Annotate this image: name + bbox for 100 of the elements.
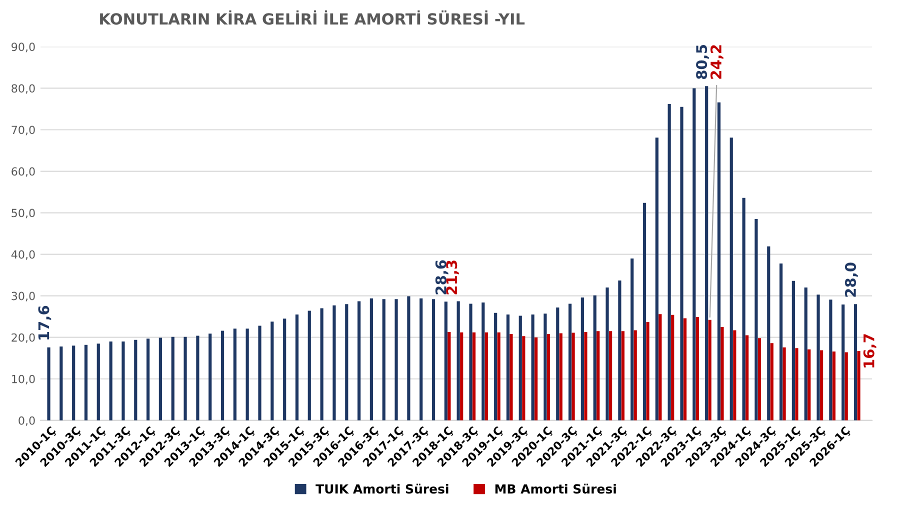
bar [758,338,762,420]
bar [720,326,724,420]
bar [808,349,811,420]
bar [658,314,662,420]
bar [782,347,786,420]
bar [646,322,650,420]
data-label: 28,0 [844,262,858,297]
bar [320,308,324,420]
bar [546,334,550,420]
y-tick-label: 70,0 [12,126,35,136]
bar [795,348,798,420]
bar [370,298,374,420]
bar [484,332,488,420]
bar [506,314,510,420]
y-tick-label: 60,0 [12,167,35,177]
bar [816,294,820,420]
y-tick-label: 80,0 [12,84,35,94]
bar [472,332,476,420]
bar [134,340,138,420]
bar [642,202,646,420]
bar [634,330,637,420]
bar [432,299,436,420]
bar [270,322,274,420]
bar [559,333,562,420]
y-tick-label: 30,0 [12,292,35,302]
bar [96,344,100,420]
bar [332,305,336,420]
bar [804,288,808,420]
bar [593,295,596,420]
bar [448,332,451,420]
bar [844,352,848,420]
bar [742,198,746,420]
bar [767,246,770,420]
bar [568,304,572,420]
bar [820,350,824,420]
bar [510,334,513,420]
bar [618,280,622,420]
bar [84,344,88,420]
bar [606,288,609,420]
bar [596,331,600,420]
bar [779,263,783,420]
data-label: 28,6 [435,260,448,294]
bar [708,320,712,420]
chart-title: KONUTLARIN KİRA GELİRİ İLE AMORTİ SÜRESİ -YIL [100,10,525,25]
bar [233,328,236,420]
bar [829,300,832,420]
bar [692,88,696,420]
bar [394,299,398,420]
bar [730,138,733,420]
bar [754,219,758,420]
data-label: 80,5 [696,44,709,80]
y-tick-label: 10,0 [12,374,35,384]
bar [717,102,721,420]
bar [842,304,845,420]
bar [770,343,774,420]
y-tick-label: 50,0 [12,208,35,218]
y-tick-label: 0,0 [18,416,35,426]
bar [630,258,634,420]
bar [72,346,76,420]
data-label: 16,7 [863,334,876,368]
bar [671,314,674,420]
bar [220,330,224,420]
bar [522,336,526,420]
bar [47,347,50,420]
bar [444,302,448,420]
bar [345,304,348,420]
bar [584,332,588,420]
bar [308,310,311,420]
bar [518,316,522,420]
bar [854,304,858,420]
bar [746,335,749,420]
bar [857,351,860,420]
bar [531,314,534,420]
bar [482,302,485,420]
bar [208,334,212,420]
bar [668,104,671,420]
bar [60,346,63,420]
bar [544,314,547,420]
y-tick-label: 20,0 [12,333,35,343]
bar [460,332,464,420]
legend-label: MB Amorti Süresi [495,484,616,494]
bar [283,318,286,420]
bar [792,280,795,420]
y-tick-label: 40,0 [11,250,35,260]
bar [534,337,538,420]
bar [680,106,684,420]
bar [608,331,612,420]
bar [382,299,386,420]
data-label: 17,6 [38,306,52,340]
bar [655,138,658,420]
bar [184,336,187,420]
bar [705,86,708,420]
bar [456,301,460,420]
bar [580,297,584,420]
bar [683,318,687,420]
bar [494,312,498,420]
bar [572,332,575,420]
bar [696,317,699,420]
legend-label: TUIK Amorti Süresi [316,484,448,494]
bar [109,342,112,420]
